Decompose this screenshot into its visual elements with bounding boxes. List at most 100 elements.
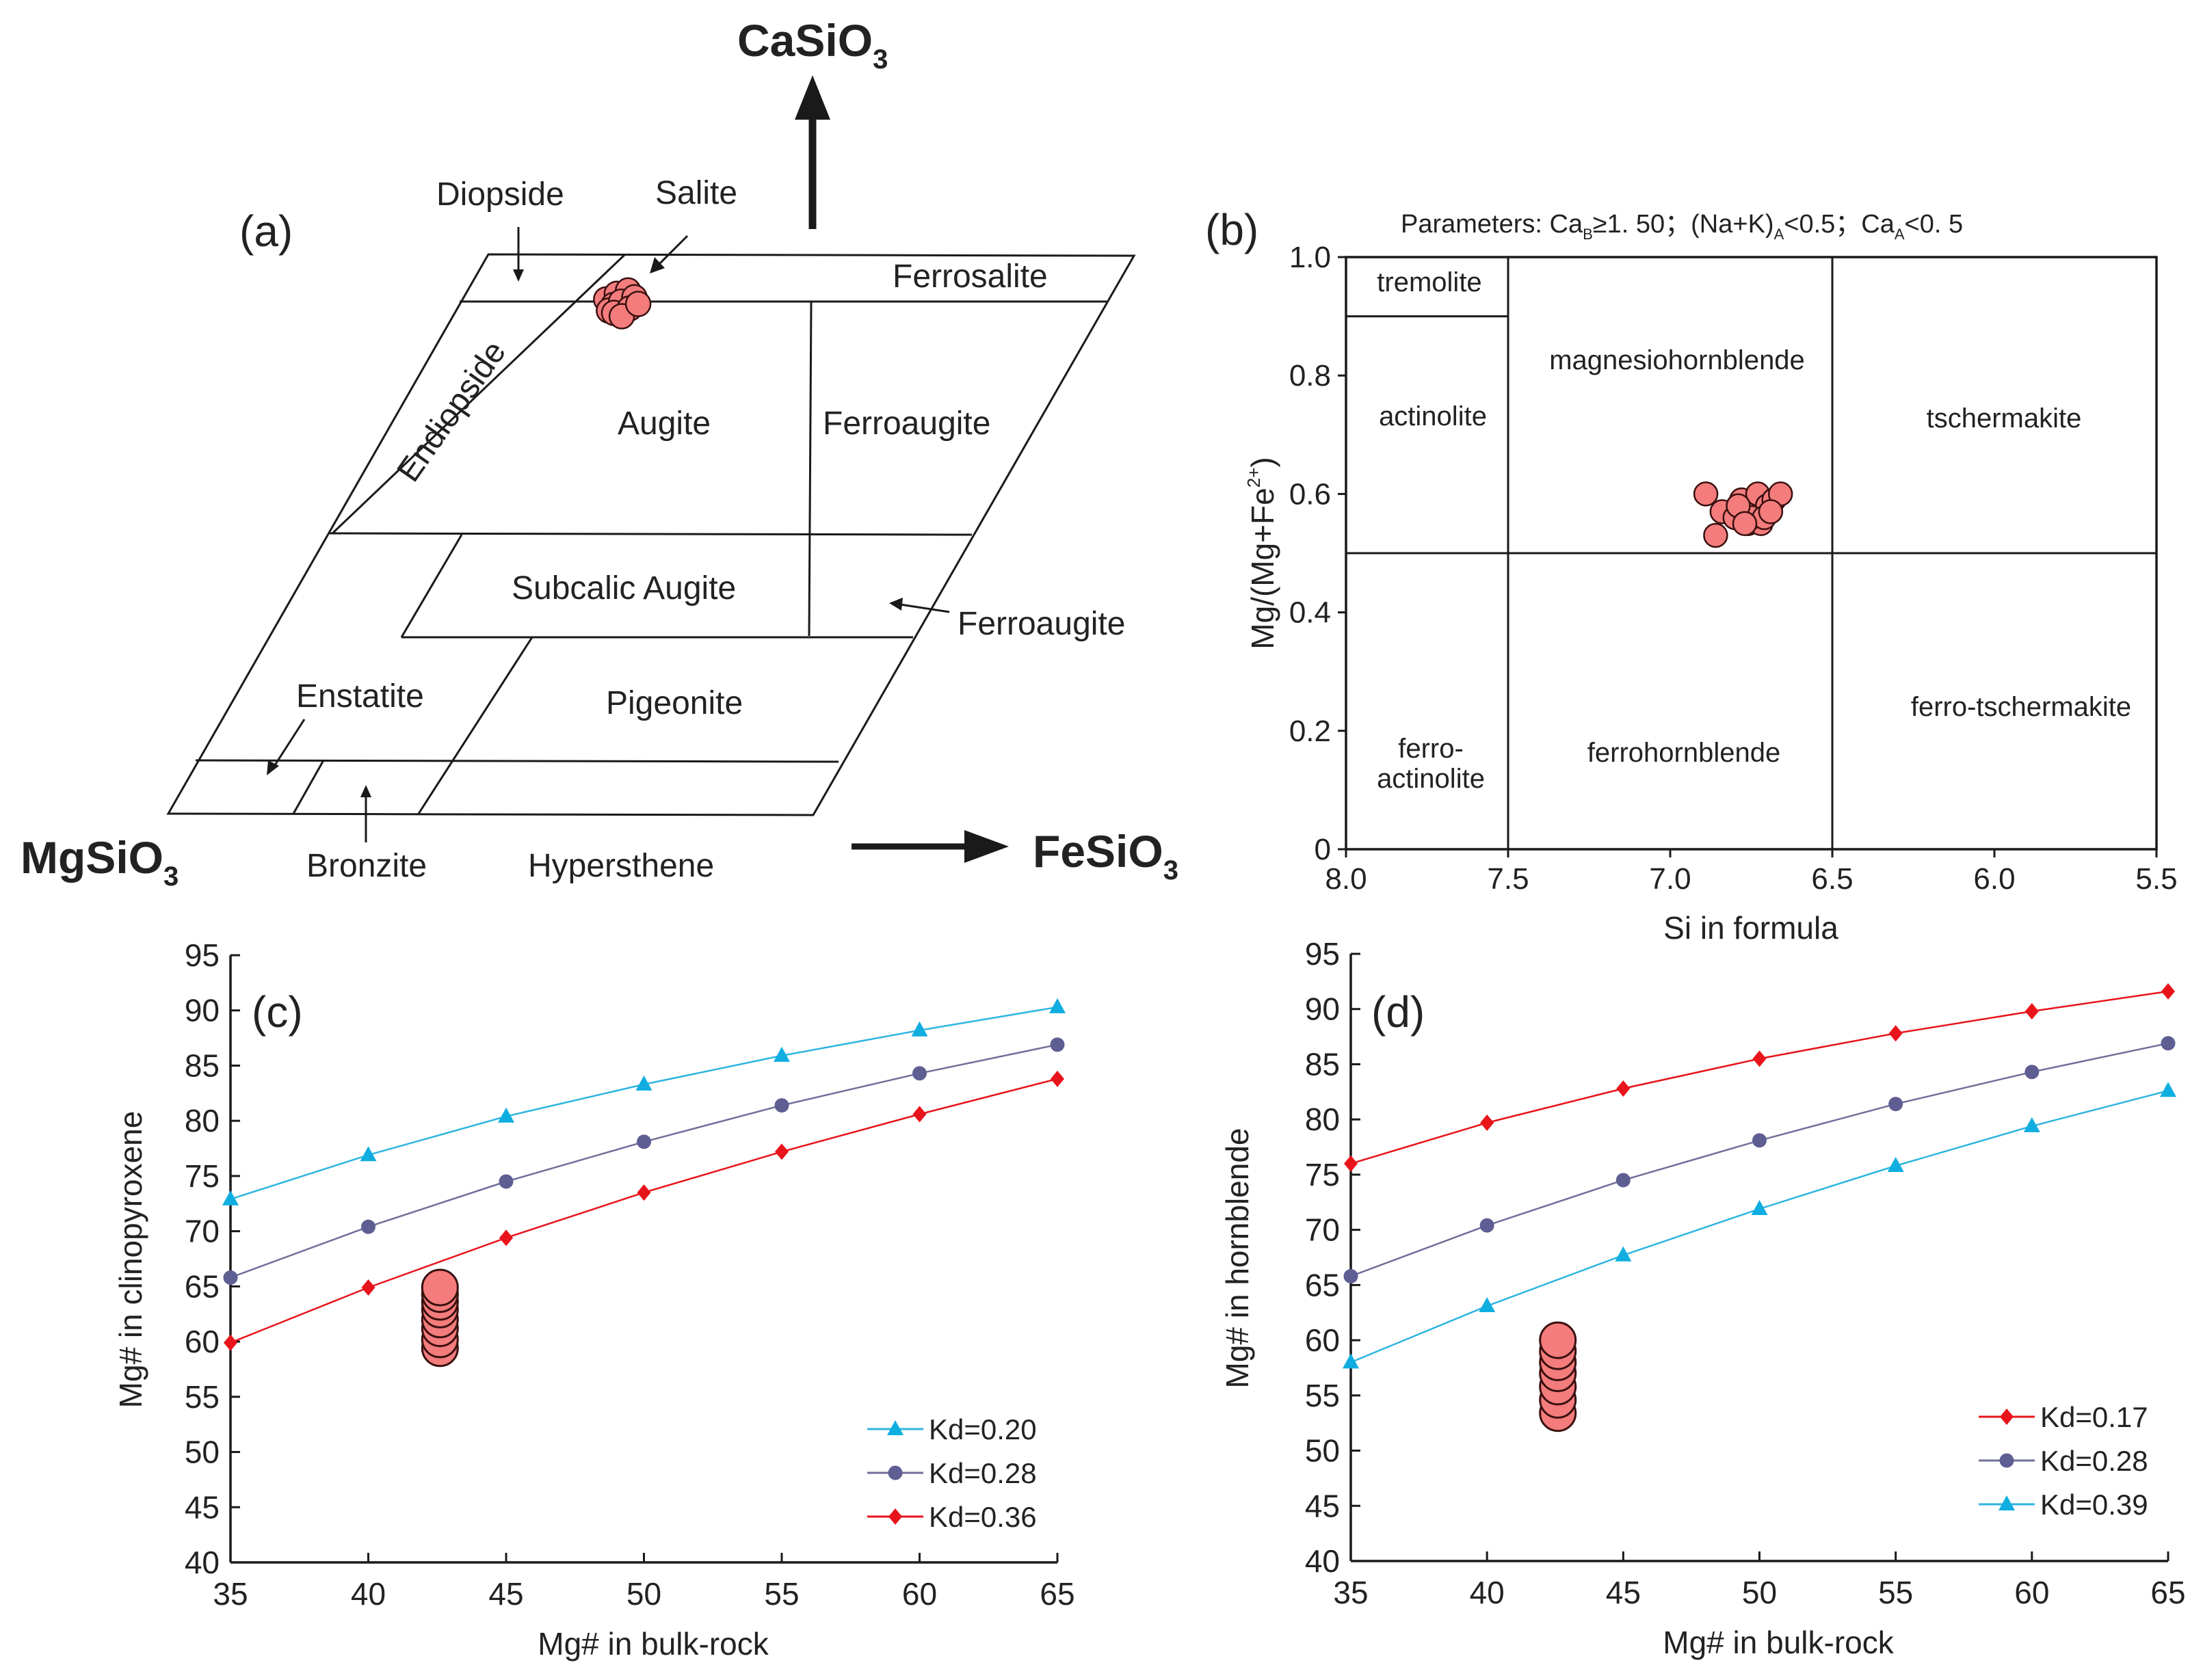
d-data-point [1615, 1246, 1632, 1262]
d-data-point [2024, 1002, 2039, 1019]
c-data-point [223, 1270, 238, 1285]
panel-b-sample-point [1693, 481, 1719, 507]
d-y-tick-label: 40 [1305, 1543, 1340, 1579]
c-data-point [775, 1143, 789, 1160]
field-ferroaugite-callout-label: Ferroaugite [958, 606, 1125, 642]
field-ferrosalite-label: Ferrosalite [893, 258, 1048, 295]
c-y-tick-label: 50 [185, 1435, 220, 1470]
panel-b-y-tick-label: 0.4 [1289, 596, 1331, 630]
amphibole-field-labels: tremolite actinolite magnesiohornblende … [1377, 267, 2131, 794]
d-y-tick-label: 80 [1305, 1102, 1340, 1137]
c-data-point [774, 1046, 790, 1062]
d-y-tick-label: 55 [1305, 1378, 1340, 1413]
d-x-tick-label: 50 [1742, 1575, 1777, 1610]
panel-c-legend: Kd=0.20 Kd=0.28 Kd=0.36 [867, 1413, 1037, 1533]
quadrilateral-lines [166, 253, 1136, 816]
d-data-point [2160, 1082, 2176, 1097]
c-data-point [1050, 1037, 1065, 1052]
d-data-point [1343, 1268, 1358, 1283]
d-data-point [1888, 1025, 1903, 1042]
panel-c-clinopyroxene-chart: (c) 35 40 45 50 55 60 654045505560657075808590… [113, 937, 1075, 1662]
d-x-tick-label: 40 [1470, 1575, 1505, 1610]
field-ferroaugite-label: Ferroaugite [823, 405, 990, 442]
arrow-up-ca [795, 75, 830, 229]
d-data-point [2023, 1117, 2040, 1132]
d-data-point [1479, 1218, 1494, 1233]
c-data-point [361, 1279, 375, 1296]
panel-b-y-tick-label: 0.2 [1289, 715, 1331, 748]
c-data-point [912, 1066, 927, 1081]
d-data-point [2161, 1036, 2176, 1051]
c-y-tick-label: 85 [185, 1048, 220, 1083]
c-legend-swatch-marker [887, 1420, 903, 1435]
c-data-point [361, 1219, 375, 1234]
panel-b-x-tick-label: 8.0 [1325, 862, 1367, 896]
c-legend-swatch-marker [888, 1465, 903, 1480]
c-data-point [774, 1098, 789, 1113]
d-y-tick-label: 95 [1305, 936, 1340, 972]
panel-b-ticks: 8.0 7.5 7.0 6.5 6.0 5.5 0 0.2 0.4 0.6 0.8 1.0 [1289, 241, 2178, 896]
panel-d-series [1343, 983, 2176, 1369]
d-legend-swatch-marker [2000, 1409, 2014, 1425]
c-y-tick-label: 80 [185, 1103, 220, 1138]
c-x-tick-label: 60 [902, 1576, 937, 1612]
panel-b-x-tick-label: 6.0 [1973, 862, 2015, 896]
d-y-tick-label: 70 [1305, 1212, 1340, 1248]
field-ferro-tschermakite-label: ferro-tschermakite [1911, 692, 2131, 722]
panel-a-sample-point [624, 291, 652, 317]
d-x-tick-label: 55 [1878, 1575, 1913, 1610]
panel-b-y-tick-label: 0.8 [1289, 359, 1331, 392]
callout-arrows [267, 227, 950, 842]
panel-b-sample-point [1732, 511, 1758, 536]
c-x-tick-label: 35 [213, 1576, 248, 1612]
apex-top-label: CaSiO3 [737, 15, 888, 75]
panel-b-sample-point [1758, 499, 1784, 524]
panel-b-x-axis-title: Si in formula [1663, 910, 1838, 946]
panel-b-y-axis-title: Mg/(Mg+Fe2+) [1243, 457, 1280, 649]
panel-b-label: (b) [1205, 205, 1258, 254]
d-y-tick-label: 60 [1305, 1322, 1340, 1358]
d-y-tick-label: 75 [1305, 1157, 1340, 1192]
panel-b-title: Parameters: CaB≥1. 50；(Na+K)A<0.5；CaA<0.… [1401, 210, 1963, 243]
d-data-point [1751, 1199, 1768, 1215]
d-data-point [1752, 1050, 1767, 1067]
panel-c-x-axis-title: Mg# in bulk-rock [538, 1626, 769, 1662]
field-subcalcic-augite-label: Subcalic Augite [512, 570, 736, 606]
d-data-point [1887, 1156, 1904, 1172]
d-data-point [1479, 1297, 1496, 1313]
d-y-tick-label: 50 [1305, 1433, 1340, 1469]
panel-d-hornblende-chart: (d) 35 40 45 50 55 60 654045505560657075808590… [1219, 936, 2186, 1660]
c-y-tick-label: 90 [185, 993, 220, 1028]
panel-a-pyroxene-quadrilateral: (a) CaSiO3 MgSiO3 FeSiO3 [21, 15, 1178, 892]
c-data-point [637, 1184, 651, 1201]
c-legend-label: Kd=0.28 [929, 1457, 1037, 1489]
d-data-point [1480, 1115, 1494, 1132]
c-legend-swatch-marker [888, 1508, 902, 1525]
c-data-point [499, 1174, 514, 1189]
panel-c-samples [421, 1268, 459, 1368]
c-data-point [222, 1190, 239, 1205]
d-data-point [1344, 1155, 1358, 1172]
c-data-point [499, 1229, 513, 1246]
field-ferro-actinolite-label-line1: ferro- [1398, 734, 1464, 764]
panel-b-y-tick-label: 0 [1315, 833, 1331, 866]
d-sample-point [1539, 1321, 1577, 1359]
d-legend-swatch-marker [1999, 1453, 2014, 1468]
c-x-tick-label: 40 [351, 1576, 386, 1612]
panel-b-points [1693, 481, 1793, 548]
c-y-tick-label: 60 [185, 1324, 220, 1359]
c-legend-label: Kd=0.20 [929, 1413, 1037, 1445]
d-legend-label: Kd=0.28 [2040, 1445, 2148, 1477]
panel-d-y-axis-title: Mg# in hornblende [1219, 1128, 1255, 1388]
panel-c-y-axis-title: Mg# in clinopyroxene [113, 1111, 148, 1409]
c-data-point [498, 1107, 514, 1123]
d-legend-swatch-marker [1998, 1495, 2015, 1510]
d-y-tick-label: 65 [1305, 1267, 1340, 1303]
panel-b-amphibole-classification: (b) Parameters: CaB≥1. 50；(Na+K)A<0.5；Ca… [1205, 205, 2178, 946]
panel-d-legend: Kd=0.17 Kd=0.28 Kd=0.39 [1979, 1401, 2148, 1521]
c-y-tick-label: 95 [185, 937, 220, 973]
d-x-tick-label: 35 [1333, 1575, 1368, 1610]
